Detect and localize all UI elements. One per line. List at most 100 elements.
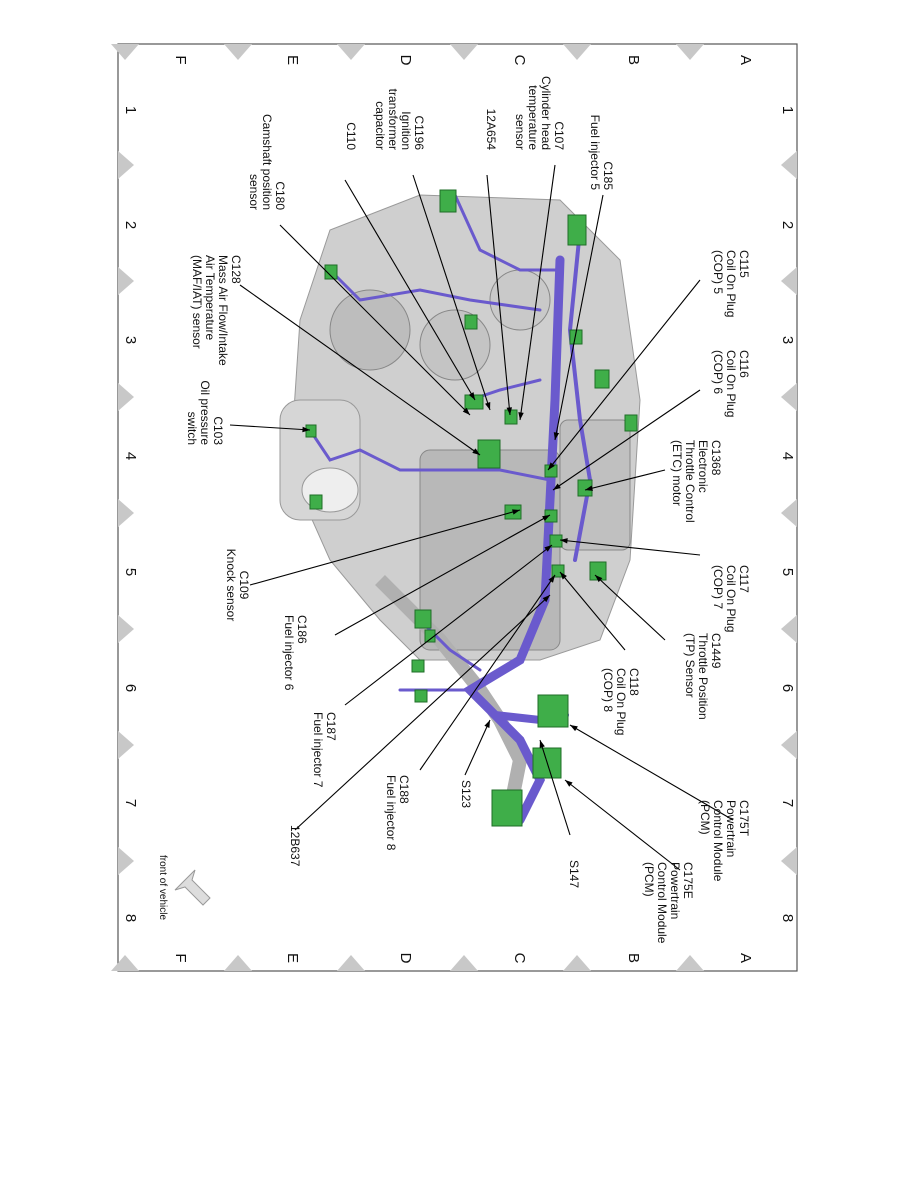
arrow-head xyxy=(553,432,560,440)
grid-row-label: 4 xyxy=(122,452,139,460)
callout-label: C1368 xyxy=(709,440,723,476)
grid-column-label: A xyxy=(737,55,754,65)
callout-label: C188 xyxy=(397,775,411,804)
arrow-head xyxy=(518,412,524,420)
callout-label: Coil On Plug xyxy=(724,565,738,632)
arrow-head xyxy=(553,483,561,490)
callout-label: C115 xyxy=(737,250,751,278)
callout-label: C116 xyxy=(737,350,751,378)
callout-label: Fuel injector 7 xyxy=(311,712,325,788)
grid-column-label: E xyxy=(284,55,301,65)
grid-row-label: 1 xyxy=(122,106,139,114)
grid-row-label: 6 xyxy=(122,684,139,692)
arrow-head xyxy=(548,575,555,583)
callout-label: S123 xyxy=(459,780,473,808)
leader-line xyxy=(249,509,521,586)
callout-label: Control Module xyxy=(711,800,725,882)
arrow-head xyxy=(565,780,573,787)
callout-label: C187 xyxy=(324,712,338,741)
grid-column-label: F xyxy=(172,953,189,962)
leader-line xyxy=(569,724,734,821)
leader-line xyxy=(344,544,553,706)
connectors xyxy=(305,189,638,827)
callout-label: C107 xyxy=(552,121,566,150)
callout-label: Knock sensor xyxy=(224,549,238,622)
callout-label: C109 xyxy=(237,571,251,600)
callout-label: (ETC) motor xyxy=(670,440,684,506)
grid-row-label: 8 xyxy=(779,914,796,922)
callout-label: sensor xyxy=(513,114,527,150)
callout-label: sensor xyxy=(247,174,261,210)
leader-line xyxy=(564,779,681,871)
leader-line xyxy=(229,424,311,431)
grid-row-label: 5 xyxy=(779,568,796,576)
grid-row-label: 8 xyxy=(122,914,139,922)
callout-label: C186 xyxy=(295,615,309,644)
grid-column-label: E xyxy=(284,953,301,963)
grid-row-label: 2 xyxy=(779,221,796,229)
arrow-head xyxy=(544,545,552,552)
callout-label: (MAF/IAT) sensor xyxy=(190,255,204,349)
callout-label: Throttle Control xyxy=(683,440,697,523)
callout-label: (PCM) xyxy=(698,800,712,835)
grid-row-label: 5 xyxy=(122,568,139,576)
grid-column-label: C xyxy=(511,55,528,66)
grid-column-label: B xyxy=(625,953,642,963)
leader-line xyxy=(547,279,701,471)
callout-label: C128 xyxy=(229,255,243,284)
callout-label: Cylinder head xyxy=(539,76,553,150)
arrow-head xyxy=(472,448,480,455)
arrow-head xyxy=(485,402,491,410)
callout-label: C1449 xyxy=(709,633,723,669)
leader-line xyxy=(552,389,701,491)
note: front of vehicle xyxy=(157,855,168,920)
arrow-head xyxy=(468,392,475,400)
callout-label: temperature xyxy=(526,85,540,150)
grid-row-label: 6 xyxy=(779,684,796,692)
leader-line xyxy=(464,719,491,776)
grid-row-label: 3 xyxy=(122,336,139,344)
callout-label: Electronic xyxy=(696,440,710,493)
leader-line xyxy=(239,284,481,456)
callout-label: (TP) Sensor xyxy=(683,633,697,698)
callout-label: (COP) 7 xyxy=(711,565,725,609)
grid-row-label: 7 xyxy=(122,799,139,807)
leader-line xyxy=(539,739,571,836)
arrow-head xyxy=(484,720,490,728)
arrow-head xyxy=(539,740,545,748)
callout-label: S147 xyxy=(567,860,581,888)
callout-label: capacitor xyxy=(373,101,387,150)
callout-label: Coil On Plug xyxy=(724,350,738,417)
callout-label: C185 xyxy=(601,161,615,190)
arrow-head xyxy=(548,462,555,470)
arrow-head xyxy=(595,575,603,583)
callout-label: C103 xyxy=(211,416,225,445)
arrow-head xyxy=(585,485,593,491)
grid-column-label: A xyxy=(737,953,754,963)
leader-line xyxy=(559,539,701,556)
grid-row-label: 4 xyxy=(779,452,796,460)
callout-label: (PCM) xyxy=(642,862,656,897)
callout-label: C180 xyxy=(273,181,287,210)
callout-label: Ignition xyxy=(399,111,413,150)
callout-label: Air Temperature xyxy=(203,255,217,340)
callout-label: Mass Air Flow/Intake xyxy=(216,255,230,366)
callout-label: switch xyxy=(185,412,199,445)
callout-label: Throttle Position xyxy=(696,633,710,720)
callout-label: transformer xyxy=(386,89,400,150)
callout-label: (COP) 6 xyxy=(711,350,725,394)
leader-line xyxy=(279,224,471,416)
callout-label: Oil pressure xyxy=(198,380,212,445)
leader-lines xyxy=(229,164,734,871)
callout-label: Control Module xyxy=(655,862,669,944)
callout-label: 12B637 xyxy=(288,825,302,867)
arrow-head xyxy=(560,572,567,580)
grid-row-label: 2 xyxy=(122,221,139,229)
callout-label: Camshaft position xyxy=(260,114,274,210)
grid-column-label: B xyxy=(625,55,642,65)
callout-label: (COP) 5 xyxy=(711,250,725,294)
leader-line xyxy=(412,174,491,411)
callout-label: Fuel injector 5 xyxy=(588,115,602,191)
callout-label: C175T xyxy=(737,800,751,837)
